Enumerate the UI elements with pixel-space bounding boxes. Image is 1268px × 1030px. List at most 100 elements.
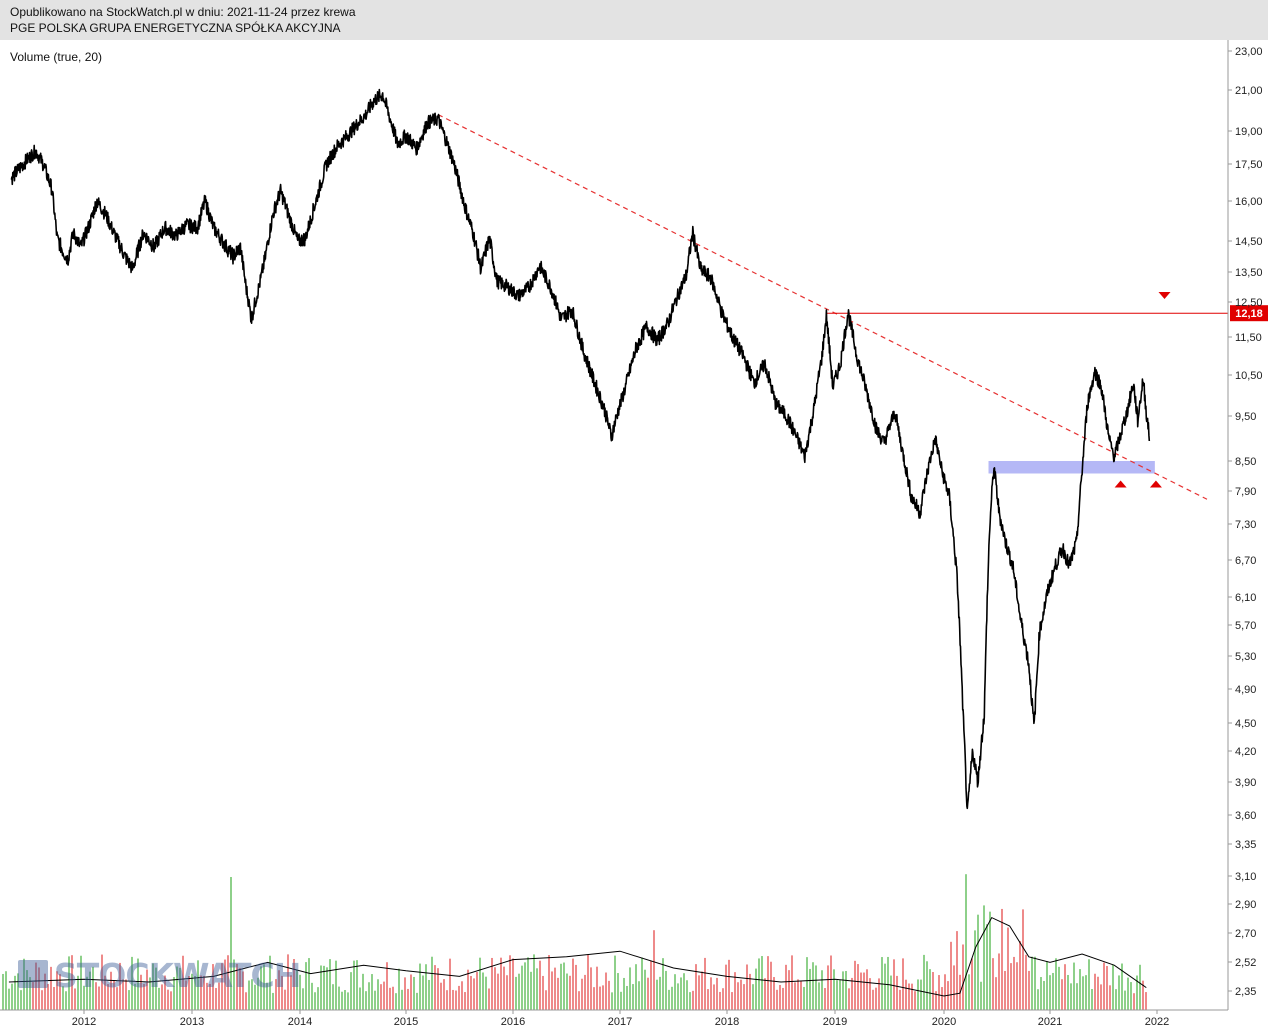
volume-bar — [17, 973, 19, 1010]
volume-bar — [53, 987, 55, 1010]
support-zone-rect[interactable] — [988, 461, 1155, 474]
y-tick-label: 2,70 — [1235, 928, 1256, 940]
volume-bar — [41, 990, 43, 1010]
support-zone — [988, 461, 1155, 474]
volume-bar — [977, 914, 979, 1010]
volume-bar — [296, 970, 298, 1010]
y-tick-label: 7,90 — [1235, 486, 1256, 498]
volume-bar — [893, 959, 895, 1010]
volume-bar — [824, 988, 826, 1010]
volume-bar — [554, 967, 556, 1010]
volume-bar — [650, 960, 652, 1010]
volume-bar — [707, 989, 709, 1010]
volume-bar — [260, 966, 262, 1010]
volume-bar — [449, 958, 451, 1010]
volume-bar — [92, 966, 94, 1010]
volume-bar — [866, 969, 868, 1010]
y-tick-label: 11,50 — [1235, 332, 1262, 344]
resistance-price-badge — [1230, 305, 1268, 322]
volume-bar — [341, 991, 343, 1010]
x-tick-label: 2019 — [823, 1016, 847, 1028]
volume-bar — [812, 962, 814, 1010]
volume-bar — [1058, 966, 1060, 1010]
volume-bar — [119, 962, 121, 1010]
volume-bar — [944, 974, 946, 1010]
volume-bar — [278, 970, 280, 1010]
volume-bar — [527, 957, 529, 1010]
volume-bar — [794, 982, 796, 1010]
volume-bar — [845, 970, 847, 1010]
watermark-text: STOCKWATCH — [54, 956, 301, 995]
volume-bar — [110, 971, 112, 1010]
volume-bar — [1022, 909, 1024, 1010]
volume-bar — [473, 978, 475, 1010]
volume-bar — [869, 978, 871, 1010]
volume-bar — [104, 975, 106, 1010]
volume-bar — [98, 986, 100, 1010]
y-tick-label: 12,50 — [1235, 297, 1263, 309]
volume-bar — [1082, 976, 1084, 1010]
volume-bar — [923, 954, 925, 1010]
volume-bar — [641, 957, 643, 1010]
volume-bar — [1049, 975, 1051, 1010]
volume-bar — [170, 991, 172, 1010]
volume-bar — [743, 984, 745, 1010]
volume-bar — [632, 984, 634, 1010]
volume-bar — [275, 979, 277, 1010]
volume-bar — [44, 973, 46, 1010]
volume-bar — [605, 972, 607, 1010]
volume-bar — [602, 985, 604, 1010]
volume-bar — [791, 955, 793, 1010]
volume-bar — [494, 967, 496, 1010]
volume-bar — [464, 992, 466, 1010]
volume-bar — [476, 972, 478, 1010]
volume-bar — [2, 973, 4, 1010]
volume-bar — [155, 967, 157, 1010]
volume-bar — [185, 980, 187, 1010]
volume-bar — [56, 971, 58, 1010]
volume-bar — [638, 981, 640, 1010]
volume-bar — [335, 960, 337, 1010]
volume-bar — [530, 971, 532, 1010]
volume-bar — [524, 962, 526, 1010]
volume-bar — [1013, 956, 1015, 1010]
volume-bar — [326, 967, 328, 1010]
volume-bar — [431, 956, 433, 1010]
price-line[interactable] — [10, 88, 1151, 810]
volume-bar — [293, 959, 295, 1010]
y-tick-label: 16,00 — [1235, 196, 1263, 208]
volume-bar — [149, 977, 151, 1010]
volume-bar — [101, 954, 103, 1010]
volume-bar — [320, 965, 322, 1010]
volume-bar — [521, 965, 523, 1010]
y-tick-label: 8,50 — [1235, 456, 1256, 468]
volume-bar — [920, 979, 922, 1010]
price-chart[interactable]: 12,18 23,00 21,00 19,00 17,50 16,00 14,50 13,5… — [0, 40, 1268, 1030]
volume-bar — [161, 984, 163, 1010]
volume-bar — [1115, 989, 1117, 1010]
downtrend-line[interactable] — [437, 114, 1208, 500]
volume-bar — [23, 958, 25, 1010]
volume-bar — [611, 992, 613, 1010]
volume-bar — [704, 957, 706, 1010]
volume-bar — [896, 975, 898, 1010]
volume-bar — [503, 966, 505, 1010]
volume-bar — [452, 989, 454, 1010]
volume-bar — [569, 975, 571, 1010]
volume-bar — [107, 984, 109, 1010]
volume-bar — [656, 979, 658, 1010]
volume-bar — [854, 960, 856, 1010]
volume-bar — [362, 973, 364, 1010]
buy-signal-icon — [1149, 480, 1162, 488]
volume-bar — [731, 992, 733, 1010]
volume-bar — [338, 986, 340, 1010]
volume-bar — [311, 982, 313, 1010]
volume-bar — [404, 977, 406, 1010]
volume-bar — [764, 978, 766, 1010]
volume-bar — [458, 985, 460, 1010]
volume-bar — [428, 979, 430, 1010]
y-tick-label: 21,00 — [1235, 85, 1263, 97]
volume-bar — [1073, 962, 1075, 1010]
volume-bar — [1025, 954, 1027, 1010]
volume-bar — [926, 961, 928, 1010]
